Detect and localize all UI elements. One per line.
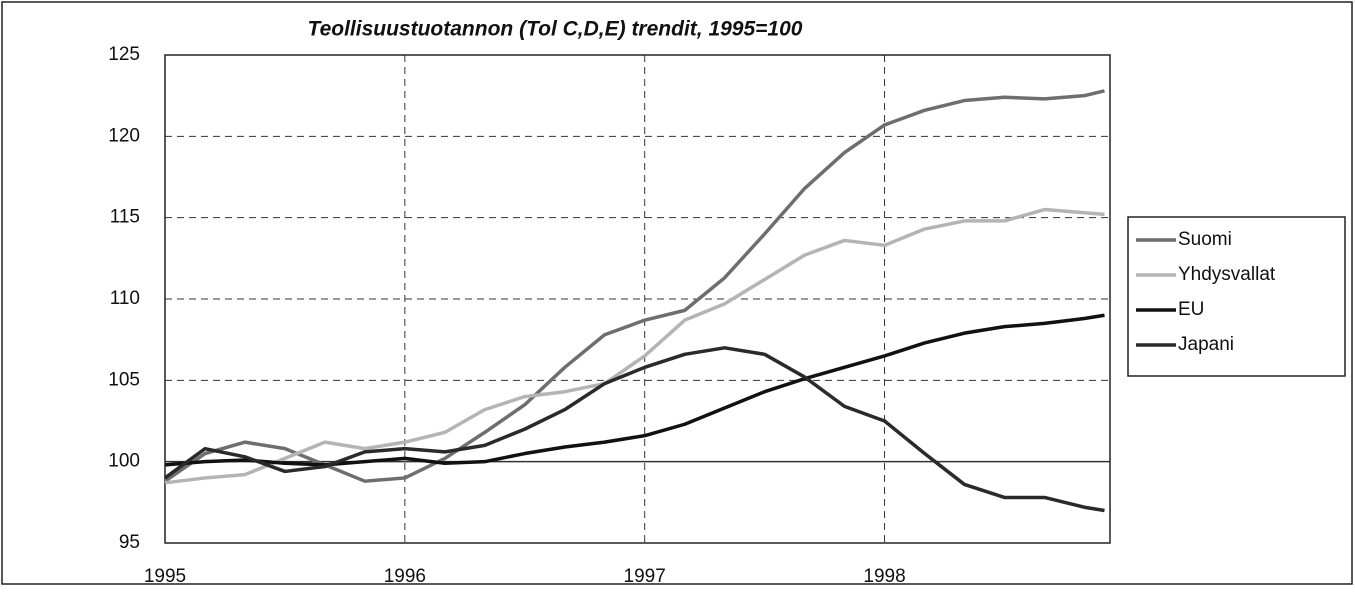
y-tick-label: 125 — [108, 44, 140, 65]
x-tick-label: 1996 — [384, 566, 426, 587]
x-tick-label: 1997 — [624, 566, 666, 587]
x-tick-label: 1995 — [144, 566, 186, 587]
legend-box — [1127, 216, 1346, 377]
x-tick-label: 1998 — [863, 566, 905, 587]
y-tick-label: 100 — [108, 451, 140, 472]
chart-title: Teollisuustuotannon (Tol C,D,E) trendit,… — [308, 18, 803, 41]
legend-label: Japani — [1178, 334, 1234, 355]
legend-label: EU — [1178, 299, 1204, 320]
series-line — [163, 346, 1105, 513]
y-tick-label: 105 — [108, 369, 140, 390]
y-tick-label: 120 — [108, 125, 140, 146]
y-tick-label: 115 — [110, 207, 140, 228]
series-line — [164, 207, 1105, 485]
series-line — [164, 313, 1105, 467]
legend-label: Suomi — [1178, 229, 1232, 250]
y-tick-label: 110 — [110, 288, 140, 309]
legend-label: Yhdysvallat — [1178, 264, 1276, 285]
series-line — [164, 89, 1105, 483]
y-tick-label: 95 — [119, 532, 140, 553]
plot-border — [164, 54, 1111, 544]
